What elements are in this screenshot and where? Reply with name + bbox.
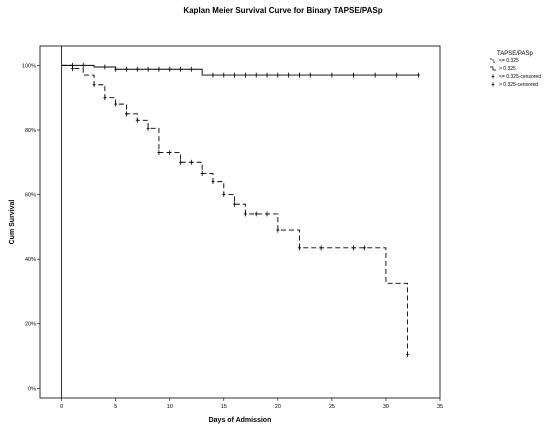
censor-mark-high <box>146 66 150 72</box>
censor-mark-low <box>179 159 183 165</box>
censor-mark-low <box>92 82 96 88</box>
survival-curves <box>61 62 420 357</box>
censor-mark-high <box>222 72 226 78</box>
censor-mark-low <box>157 150 161 156</box>
y-tick-label: 60% <box>25 193 36 199</box>
censor-mark-low <box>265 211 269 217</box>
censor-mark-low <box>297 245 301 251</box>
x-tick-label: 0 <box>60 404 63 410</box>
censor-mark-low <box>200 171 204 177</box>
censor-mark-high <box>297 72 301 78</box>
x-tick-label: 15 <box>221 404 227 410</box>
censor-mark-low <box>243 211 247 217</box>
censor-mark-low <box>222 192 226 198</box>
x-tick-label: 5 <box>114 404 117 410</box>
y-tick-label: 20% <box>25 322 36 328</box>
censor-mark-low <box>276 227 280 233</box>
censor-mark-high <box>189 66 193 72</box>
censor-mark-low <box>233 201 237 207</box>
y-tick-label: 0% <box>28 386 36 392</box>
censor-mark-low <box>211 179 215 185</box>
censor-mark-high <box>168 66 172 72</box>
censor-mark-high <box>103 64 107 70</box>
chart-title: Kaplan Meier Survival Curve for Binary T… <box>183 6 382 15</box>
censor-mark-high <box>254 72 258 78</box>
censor-mark-high <box>416 72 420 78</box>
legend-entry-label: <= 0.325 <box>499 58 519 64</box>
legend-entry-label: > 0.325-censored <box>499 82 538 88</box>
legend: TAPSE/PASp <= 0.325 > 0.325 <= 0.325-censo… <box>490 51 541 88</box>
censor-mark-high <box>352 72 356 78</box>
y-tick-label: 80% <box>25 128 36 134</box>
censor-mark-low <box>352 245 356 251</box>
legend-swatch-solid <box>490 66 496 71</box>
censor-mark-high <box>395 72 399 78</box>
censor-mark-low <box>319 245 323 251</box>
x-tick-label: 10 <box>167 404 173 410</box>
y-axis-label: Cum Survival <box>9 200 16 245</box>
legend-swatch-censored <box>491 82 495 87</box>
censor-mark-high <box>308 72 312 78</box>
legend-entry-label: <= 0.325-censored <box>499 74 541 80</box>
censor-mark-high <box>124 66 128 72</box>
censor-mark-high <box>70 62 74 68</box>
y-tick-label: 100% <box>22 63 36 69</box>
censor-mark-high <box>373 72 377 78</box>
x-axis-label: Days of Admission <box>209 417 272 424</box>
legend-swatch-censored <box>491 74 495 79</box>
censor-mark-high <box>157 66 161 72</box>
censor-mark-high <box>179 66 183 72</box>
censor-mark-high <box>211 72 215 78</box>
x-axis-ticks: 0 5 10 15 20 25 30 35 <box>60 398 443 410</box>
censor-mark-high <box>81 62 85 68</box>
censor-mark-low <box>189 159 193 165</box>
censor-mark-high <box>287 72 291 78</box>
censor-mark-low <box>406 351 410 357</box>
censor-mark-low <box>124 111 128 117</box>
censor-mark-high <box>135 66 139 72</box>
legend-entry-label: > 0.325 <box>499 66 516 72</box>
legend-swatch-dashed <box>490 58 496 63</box>
censor-mark-high <box>243 72 247 78</box>
censor-mark-high <box>276 72 280 78</box>
censor-mark-low <box>362 245 366 251</box>
censor-mark-low <box>103 95 107 101</box>
censor-mark-high <box>114 66 118 72</box>
x-tick-label: 30 <box>383 404 389 410</box>
x-tick-label: 25 <box>329 404 335 410</box>
censor-mark-low <box>114 101 118 107</box>
plot-frame <box>39 45 441 399</box>
censor-mark-high <box>265 72 269 78</box>
x-tick-label: 20 <box>275 404 281 410</box>
y-axis-ticks: 0% 20% 40% 60% 80% 100% <box>22 63 40 392</box>
censor-mark-high <box>330 72 334 78</box>
censor-mark-high <box>233 72 237 78</box>
censor-mark-low <box>135 117 139 123</box>
censor-mark-low <box>254 211 258 217</box>
censor-mark-low <box>168 150 172 156</box>
x-tick-label: 35 <box>437 404 443 410</box>
legend-title: TAPSE/PASp <box>497 51 533 57</box>
censor-mark-low <box>146 125 150 131</box>
y-tick-label: 40% <box>25 257 36 263</box>
